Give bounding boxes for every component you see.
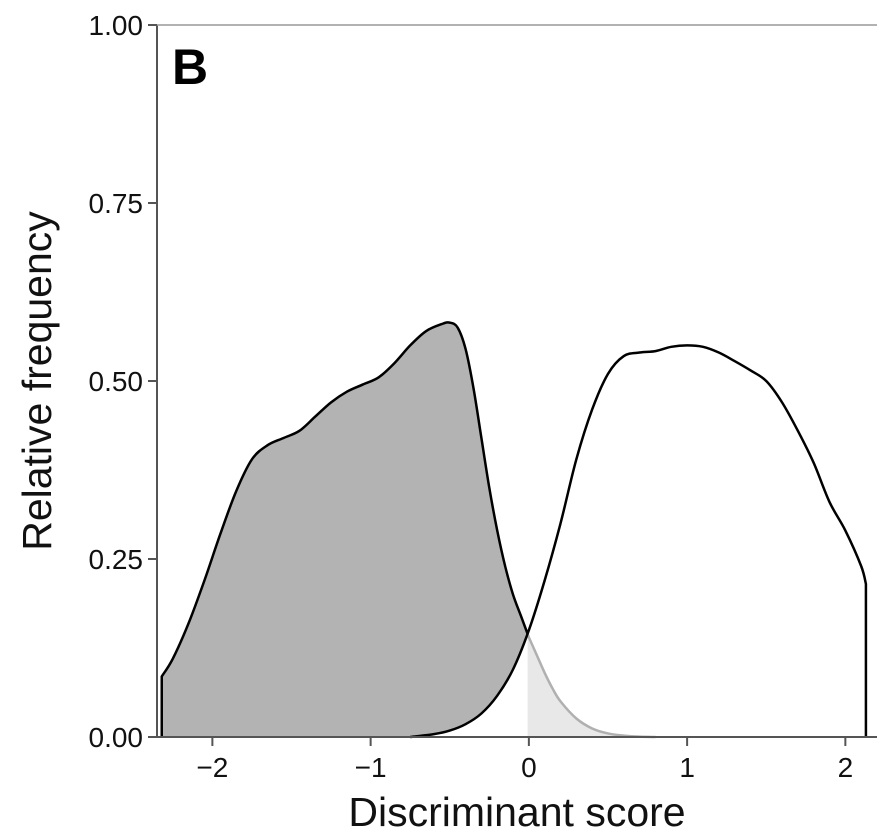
y-tick-label: 1.00	[89, 10, 144, 41]
axes: 0.00 0.25 0.50 0.75 1.00 −2 −1 0 1 2	[89, 10, 877, 783]
plot-marks	[160, 321, 868, 739]
series-2-area	[410, 345, 866, 737]
x-tick-label: −1	[355, 752, 387, 783]
y-tick-label: 0.00	[89, 722, 144, 753]
x-tick-label: −2	[196, 752, 228, 783]
series-1-line	[160, 321, 529, 738]
overlap-area	[527, 633, 656, 737]
y-axis-title: Relative frequency	[14, 211, 60, 551]
series-1-area	[161, 322, 656, 737]
x-axis-title: Discriminant score	[348, 789, 685, 832]
series-2-line	[410, 344, 868, 739]
y-tick-label: 0.75	[89, 188, 144, 219]
y-tick-label: 0.25	[89, 544, 144, 575]
series-1-tail-line	[526, 633, 656, 739]
y-tick-label: 0.50	[89, 366, 144, 397]
panel-label: B	[172, 39, 208, 95]
x-tick-label: 0	[521, 752, 537, 783]
x-tick-label: 1	[679, 752, 695, 783]
x-tick-label: 2	[838, 752, 854, 783]
